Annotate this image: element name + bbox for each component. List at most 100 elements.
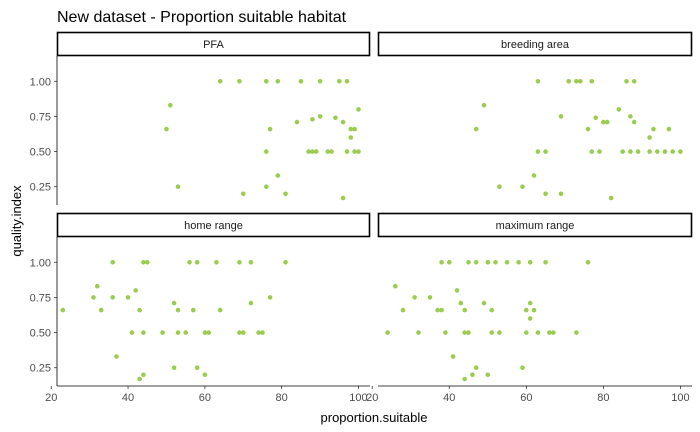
- data-point: [558, 114, 564, 119]
- data-point: [333, 115, 338, 121]
- data-point: [194, 365, 200, 371]
- data-point: [616, 107, 622, 112]
- y-tick-label: 0.75: [30, 111, 51, 123]
- data-point: [601, 119, 606, 125]
- x-tick-label: 60: [520, 392, 532, 404]
- data-point: [497, 184, 502, 189]
- data-point: [348, 126, 354, 132]
- data-point: [620, 149, 625, 154]
- data-point: [481, 102, 487, 108]
- data-point: [597, 149, 602, 154]
- data-point: [520, 184, 525, 189]
- data-point: [310, 117, 315, 122]
- data-point: [275, 173, 281, 178]
- data-point: [141, 372, 146, 378]
- data-point: [524, 330, 529, 335]
- data-point: [267, 295, 273, 300]
- data-point: [264, 184, 269, 189]
- data-point: [237, 330, 242, 335]
- data-point: [310, 149, 315, 154]
- data-point: [593, 115, 598, 121]
- data-point: [60, 307, 66, 313]
- data-point: [137, 376, 142, 382]
- x-tick-label: 100: [671, 392, 689, 404]
- data-point: [416, 330, 421, 335]
- data-point: [237, 260, 242, 265]
- data-point: [344, 79, 350, 84]
- data-point: [129, 330, 135, 335]
- facet-panel-breeding-area: breeding area: [377, 31, 693, 201]
- data-point: [110, 260, 115, 265]
- data-point: [217, 307, 223, 313]
- x-tick-label: 20: [45, 392, 57, 404]
- data-point: [202, 372, 208, 378]
- data-point: [187, 260, 192, 265]
- data-point: [504, 260, 510, 265]
- data-point: [666, 126, 672, 132]
- data-point: [647, 149, 652, 154]
- data-point: [329, 149, 334, 154]
- data-point: [531, 307, 537, 313]
- x-tick-label: 40: [443, 392, 455, 404]
- data-point: [352, 149, 357, 154]
- data-point: [485, 372, 491, 378]
- y-tick-label: 0.25: [30, 182, 51, 194]
- x-tick-label: 60: [199, 392, 211, 404]
- data-point: [670, 149, 675, 154]
- data-point: [473, 126, 479, 132]
- data-point: [241, 191, 246, 197]
- data-point: [283, 191, 288, 197]
- x-axis-title: proportion.suitable: [321, 410, 428, 425]
- data-point: [194, 260, 200, 265]
- data-point: [95, 283, 100, 289]
- x-tick-label: 20: [366, 392, 378, 404]
- data-point: [578, 79, 583, 84]
- y-tick-label: 0.25: [30, 363, 51, 375]
- data-point: [574, 330, 579, 335]
- data-point: [427, 295, 433, 300]
- facet-strip-label: maximum range: [496, 220, 575, 232]
- data-point: [217, 79, 223, 84]
- facet-strip-label: PFA: [203, 39, 224, 51]
- data-point: [160, 330, 165, 335]
- data-point: [298, 79, 304, 84]
- data-point: [527, 260, 533, 265]
- data-point: [337, 79, 342, 84]
- data-point: [260, 330, 265, 335]
- data-point: [275, 79, 281, 84]
- data-point: [435, 307, 441, 313]
- data-point: [439, 307, 444, 313]
- data-point: [443, 330, 448, 335]
- y-tick-label: 0.50: [30, 328, 51, 340]
- data-point: [137, 307, 142, 313]
- data-point: [164, 126, 169, 132]
- data-point: [294, 119, 300, 125]
- facet-strip-label: breeding area: [501, 39, 570, 51]
- data-point: [585, 260, 591, 265]
- y-axis-title: quality.index: [9, 185, 24, 257]
- data-point: [313, 149, 319, 154]
- y-tick-label: 1.00: [30, 76, 51, 88]
- facet-panel-home-range: home range 0.25 0.50 0.75 1.00 20 40 60 80 100: [30, 212, 371, 404]
- chart-title: New dataset - Proportion suitable habita…: [57, 9, 347, 26]
- data-point: [635, 149, 641, 154]
- data-point: [678, 149, 683, 154]
- data-point: [114, 354, 119, 359]
- data-point: [604, 119, 610, 125]
- data-point: [447, 260, 452, 265]
- data-point: [385, 330, 390, 335]
- data-point: [524, 307, 529, 313]
- data-point: [497, 330, 502, 335]
- facet-panels: PFA 0.25 0.50 0.75 1.00 breeding area home ran…: [30, 31, 693, 404]
- data-point: [473, 365, 479, 371]
- data-point: [202, 330, 208, 335]
- data-point: [589, 149, 595, 154]
- facet-panel-maximum-range: maximum range 20 40 60 80 100: [366, 212, 693, 404]
- x-tick-label: 80: [597, 392, 609, 404]
- data-point: [470, 372, 475, 378]
- data-point: [340, 195, 346, 201]
- data-point: [168, 102, 173, 108]
- data-point: [608, 195, 614, 201]
- data-point: [535, 149, 541, 154]
- data-point: [183, 330, 188, 335]
